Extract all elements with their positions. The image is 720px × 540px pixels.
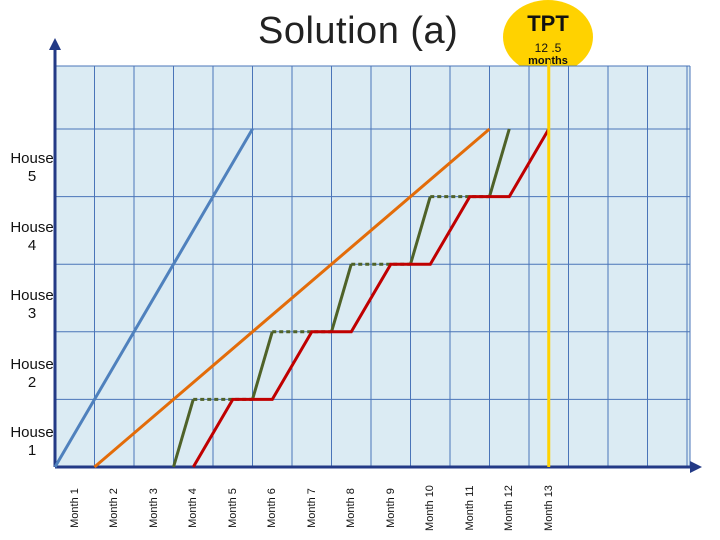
series-line-green — [172, 398, 195, 468]
series-line-green — [330, 263, 353, 333]
month-label: Month 3 — [147, 488, 160, 528]
series-line-green — [251, 331, 274, 400]
month-label: Month 11 — [463, 485, 476, 531]
series-line-green — [488, 128, 511, 198]
series-line-green — [409, 196, 432, 265]
tpt-badge-value: 12 .5 — [534, 41, 562, 55]
month-label: Month 1 — [68, 488, 81, 528]
house-label-4: House 4 — [10, 219, 54, 254]
series-lines — [53, 60, 551, 469]
plot-background — [55, 66, 690, 467]
series-line-blue — [53, 128, 254, 468]
month-label: Month 6 — [266, 488, 279, 528]
house-label-3: House 3 — [10, 287, 54, 322]
series-line-red — [192, 128, 551, 468]
month-label: Month 8 — [345, 488, 358, 528]
tpt-badge-title: TPT — [527, 11, 569, 36]
month-label: Month 5 — [226, 488, 239, 528]
month-label: Month 10 — [424, 485, 437, 531]
month-label: Month 4 — [187, 488, 200, 528]
house-label-2: House 2 — [10, 356, 54, 391]
series-line-orange — [93, 127, 491, 469]
house-label-1: House 1 — [10, 424, 54, 459]
tpt-badge: TPT 12 .5 months — [503, 0, 593, 74]
month-label: Month 9 — [384, 488, 397, 528]
house-label-5: House 5 — [10, 150, 54, 185]
month-label: Month 2 — [108, 488, 121, 528]
y-axis-arrow-icon — [49, 38, 61, 50]
axes — [49, 38, 702, 473]
month-label: Month 12 — [503, 485, 516, 531]
x-axis-arrow-icon — [690, 461, 702, 473]
page-title: Solution (a) — [258, 10, 459, 52]
month-label: Month 7 — [305, 488, 318, 528]
month-label: Month 13 — [542, 485, 555, 531]
